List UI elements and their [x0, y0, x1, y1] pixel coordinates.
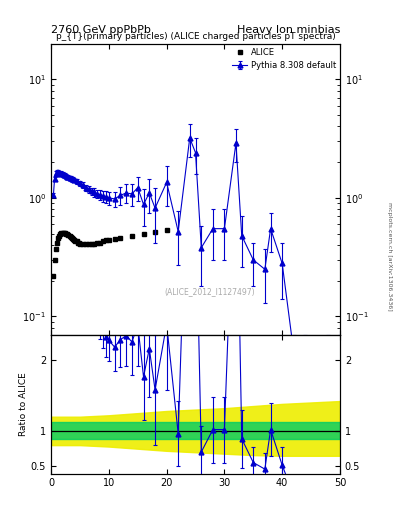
ALICE [101, 238, 105, 244]
ALICE [67, 232, 72, 239]
ALICE [73, 238, 78, 244]
Text: (ALICE_2012_I1127497): (ALICE_2012_I1127497) [165, 287, 255, 295]
ALICE [77, 240, 81, 246]
ALICE [89, 241, 94, 247]
ALICE [118, 235, 123, 241]
ALICE [75, 240, 80, 246]
ALICE [52, 257, 57, 263]
ALICE [65, 230, 70, 237]
ALICE [74, 238, 79, 244]
ALICE [61, 229, 66, 236]
ALICE [55, 240, 59, 246]
ALICE [78, 241, 83, 247]
ALICE [56, 235, 61, 241]
ALICE [164, 226, 169, 232]
ALICE [86, 241, 91, 247]
Title: p_{T}(primary particles) (ALICE charged particles pT spectra): p_{T}(primary particles) (ALICE charged … [56, 32, 335, 41]
ALICE [62, 229, 67, 236]
ALICE [60, 229, 65, 236]
ALICE [83, 241, 88, 247]
ALICE [64, 230, 68, 237]
Y-axis label: Ratio to ALICE: Ratio to ALICE [19, 372, 28, 436]
ALICE [57, 232, 62, 239]
ALICE [71, 236, 75, 242]
Text: mcplots.cern.ch [arXiv:1306.3436]: mcplots.cern.ch [arXiv:1306.3436] [387, 202, 392, 310]
Legend: ALICE, Pythia 8.308 default: ALICE, Pythia 8.308 default [231, 46, 338, 72]
ALICE [51, 273, 56, 279]
Text: 2760 GeV ppPbPb: 2760 GeV ppPbPb [51, 25, 151, 35]
ALICE [70, 235, 74, 241]
ALICE [95, 240, 100, 246]
ALICE [66, 231, 71, 238]
ALICE [81, 241, 85, 247]
ALICE [153, 228, 158, 234]
ALICE [58, 230, 63, 237]
Text: Heavy Ion minbias: Heavy Ion minbias [237, 25, 340, 35]
ALICE [98, 240, 103, 246]
ALICE [112, 236, 117, 242]
ALICE [130, 232, 134, 239]
ALICE [141, 230, 146, 237]
ALICE [104, 237, 108, 243]
ALICE [92, 241, 97, 247]
ALICE [107, 237, 111, 243]
ALICE [53, 246, 58, 252]
ALICE [72, 237, 77, 243]
ALICE [68, 233, 73, 240]
ALICE [59, 229, 64, 236]
Line: ALICE: ALICE [51, 227, 169, 279]
